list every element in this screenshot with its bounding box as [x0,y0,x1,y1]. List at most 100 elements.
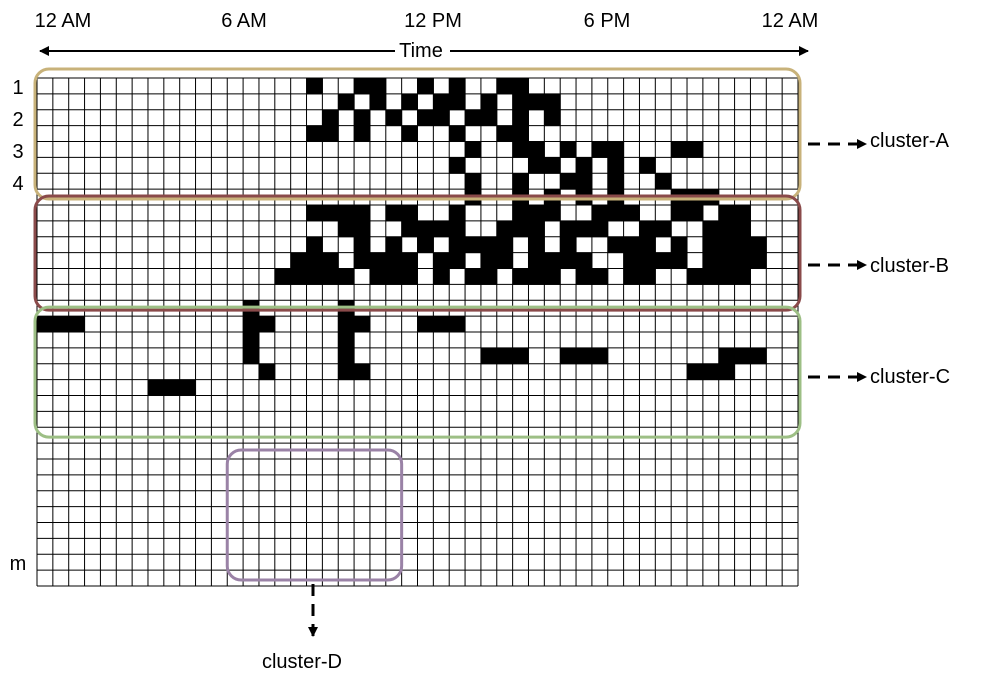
active-cell [591,347,609,365]
active-cell [338,220,355,238]
active-cell [465,268,482,285]
active-cell [37,316,54,333]
active-cell [512,93,529,111]
cluster-D-box [225,448,404,582]
active-cell [591,141,609,158]
active-cell [528,252,545,270]
cluster-d-label: cluster-D [262,651,342,673]
active-cell [290,252,308,270]
active-cell [544,268,561,285]
active-cell [512,141,529,158]
active-cell [401,125,418,143]
row-label-2: 2 [12,109,23,131]
active-cell [718,363,736,381]
active-cell [702,252,720,270]
active-cell [687,205,704,222]
active-cell [322,125,339,143]
active-cell [465,173,482,190]
active-cell [274,268,292,285]
row-label-3: 3 [12,141,23,163]
active-cell [512,78,529,95]
active-cell [322,109,339,127]
active-cell [607,173,625,190]
active-cell [385,205,403,222]
active-cell [354,205,371,222]
row-label-1: 1 [12,77,23,99]
active-cell [655,220,672,238]
active-cell [623,205,640,222]
active-cell [560,252,577,270]
active-cell [623,236,640,254]
active-cell [512,268,529,285]
active-cell [687,363,704,381]
active-cell [465,141,482,158]
active-cell [338,316,355,333]
active-cell [528,141,545,158]
active-cell [623,252,640,270]
active-cell [243,332,260,349]
active-cell [258,316,276,333]
active-cell [734,347,751,365]
active-cell [544,252,561,270]
active-cell [591,220,609,238]
active-cell [306,268,323,285]
active-cell [718,347,736,365]
active-cell [480,252,498,270]
active-cell [528,93,545,111]
active-cell [607,205,625,222]
cluster-C-box [33,305,802,439]
active-cell [306,125,323,143]
active-cell [639,236,656,254]
active-cell [243,316,260,333]
active-cell [433,220,450,238]
active-cell [354,236,371,254]
active-cell [306,252,323,270]
active-cell [401,205,418,222]
active-cell [750,347,767,365]
cluster-c-callout: cluster-C [808,366,950,388]
active-cell [243,347,260,365]
cluster-b-callout: cluster-B [808,255,949,277]
active-cell [401,93,418,111]
active-cell [385,268,403,285]
active-cell [718,220,736,238]
active-cell [354,78,371,95]
active-cell [480,347,498,365]
active-cell [544,205,561,222]
active-cell [179,379,197,397]
active-cell [369,252,387,270]
active-cell [560,173,577,190]
active-cell [496,252,514,270]
active-cell [560,220,577,238]
active-cell [528,205,545,222]
active-cell [417,316,434,333]
active-cell [322,252,339,270]
active-cell [480,109,498,127]
active-cell [306,78,323,95]
active-cell [687,268,704,285]
active-cell [607,236,625,254]
active-cell [512,347,529,365]
active-cell [734,252,751,270]
active-cell [401,268,418,285]
time-label-1: 6 AM [221,10,267,32]
active-cell [639,157,656,174]
active-cell [528,268,545,285]
active-cell [433,252,450,270]
active-cell [496,78,514,95]
active-cell [576,347,593,365]
active-cell [734,220,751,238]
active-cell [417,236,434,254]
active-cell [560,236,577,254]
active-cell [338,347,355,365]
active-cell [52,316,70,333]
active-cell [480,236,498,254]
active-cell [734,268,751,285]
active-cell [576,220,593,238]
active-cell [449,157,466,174]
active-cell [496,347,514,365]
active-cell [338,332,355,349]
active-cell [591,268,609,285]
active-cell [718,205,736,222]
